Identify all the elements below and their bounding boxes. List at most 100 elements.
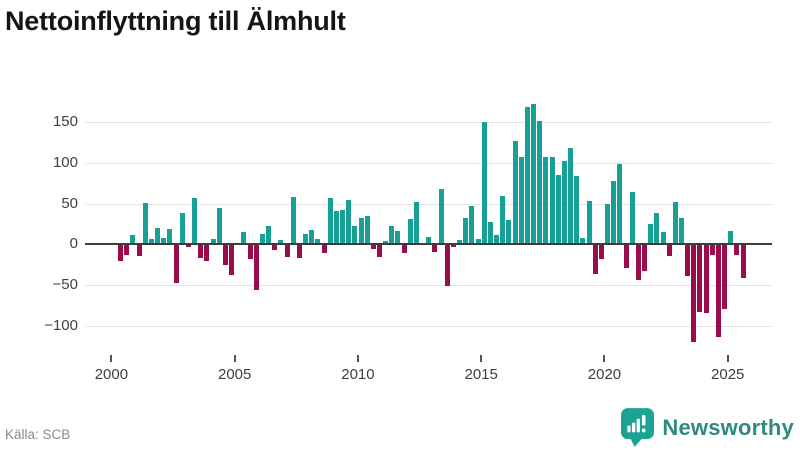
gridline <box>85 163 772 165</box>
bar-q4-2021 <box>648 224 654 245</box>
bar-q2-2006 <box>266 225 272 245</box>
x-axis-tick-label: 2000 <box>94 366 129 383</box>
x-axis-tick-label: 2005 <box>217 366 252 383</box>
bar-q3-2014 <box>469 206 475 245</box>
bar-q2-2010 <box>364 215 370 245</box>
bar-q4-2005 <box>253 244 259 290</box>
bar-q3-2008 <box>321 244 327 254</box>
bar-q2-2015 <box>487 221 493 245</box>
x-axis-tick-label: 2015 <box>464 366 498 383</box>
bar-q4-2003 <box>204 244 210 261</box>
bar-q1-2023 <box>678 217 684 245</box>
bar-q1-2025 <box>728 231 734 245</box>
bar-q4-2017 <box>549 157 555 245</box>
gridline <box>85 203 772 205</box>
bar-q2-2017 <box>537 120 543 245</box>
bar-q3-2023 <box>691 244 697 342</box>
x-axis-tick <box>356 355 359 362</box>
bar-q1-2013 <box>432 244 438 252</box>
bar-q1-2018 <box>555 175 561 245</box>
bar-q2-2020 <box>611 180 617 245</box>
bar-q1-2011 <box>383 241 389 245</box>
chart-title: Nettoinflyttning till Älmhult <box>5 6 346 36</box>
bar-q4-2018 <box>574 176 580 245</box>
x-axis-tick-label: 2020 <box>587 366 622 383</box>
bar-q2-2001 <box>142 202 148 245</box>
bar-q1-2009 <box>333 211 339 245</box>
bar-q1-2006 <box>259 233 265 245</box>
newsworthy-logo-text: Newsworthy <box>662 414 794 440</box>
bar-q3-2007 <box>296 244 302 259</box>
bar-q2-2000 <box>118 244 124 261</box>
bar-q1-2008 <box>309 229 315 245</box>
bar-q1-2002 <box>161 237 167 245</box>
bar-q1-2012 <box>407 219 413 245</box>
bar-q4-2020 <box>623 244 629 268</box>
bar-q3-2024 <box>715 244 721 337</box>
bar-q3-2025 <box>740 244 746 278</box>
newsworthy-logo: Newsworthy <box>621 408 794 447</box>
bar-q4-2019 <box>598 244 604 259</box>
bar-q4-2016 <box>524 107 530 245</box>
bar-q4-2006 <box>278 240 284 245</box>
bar-q2-2012 <box>413 202 419 245</box>
bar-q4-2002 <box>179 212 185 245</box>
bar-q3-2016 <box>518 156 524 245</box>
bar-q3-2017 <box>543 157 549 245</box>
bar-q2-2011 <box>389 226 395 245</box>
bar-q3-2001 <box>148 239 154 245</box>
y-axis-tick-label: 150 <box>52 113 78 131</box>
y-axis-tick-label: −100 <box>44 316 78 334</box>
bar-q3-2013 <box>444 244 450 286</box>
gridline <box>85 122 772 124</box>
bar-q1-2004 <box>210 239 216 245</box>
bar-q2-2002 <box>167 228 173 245</box>
bar-q3-2006 <box>272 244 278 251</box>
gridline <box>85 284 772 286</box>
bar-q4-2013 <box>450 244 456 247</box>
bar-q1-2020 <box>605 203 611 245</box>
bar-q2-2024 <box>709 244 715 255</box>
bar-q1-2016 <box>506 219 512 245</box>
bar-q3-2020 <box>617 163 623 245</box>
bar-q2-2005 <box>241 232 247 245</box>
bar-q2-2016 <box>512 141 518 245</box>
bar-q1-2014 <box>457 240 463 245</box>
x-axis-tick-label: 2025 <box>711 366 745 383</box>
bar-q3-2000 <box>124 244 130 255</box>
bar-q2-2018 <box>561 160 567 245</box>
y-axis-tick-label: 0 <box>69 235 78 253</box>
bar-q1-2010 <box>358 217 364 245</box>
bar-q2-2022 <box>660 232 666 245</box>
bar-q1-2024 <box>703 244 709 314</box>
bar-q4-2008 <box>327 198 333 245</box>
x-axis-tick <box>233 355 236 362</box>
bar-q2-2021 <box>635 244 641 281</box>
bar-q3-2004 <box>222 244 228 266</box>
bar-q1-2021 <box>629 191 635 245</box>
bar-q3-2021 <box>642 244 648 272</box>
bar-q2-2008 <box>315 238 321 245</box>
bar-q1-2015 <box>481 121 487 245</box>
bar-q2-2019 <box>586 201 592 245</box>
bar-q3-2002 <box>173 244 179 283</box>
y-axis-tick-label: −50 <box>52 275 78 293</box>
bar-q3-2015 <box>494 234 500 245</box>
bar-q4-2001 <box>155 228 161 245</box>
bar-q4-2000 <box>130 235 136 245</box>
bar-q2-2003 <box>192 198 198 245</box>
x-axis-tick-label: 2010 <box>341 366 375 383</box>
bar-q2-2007 <box>290 197 296 245</box>
bar-q3-2005 <box>247 244 253 259</box>
bar-q2-2023 <box>685 244 691 277</box>
bar-q1-2003 <box>185 244 191 247</box>
x-axis-tick <box>726 355 729 362</box>
bar-q3-2011 <box>395 231 401 245</box>
bar-q2-2009 <box>340 210 346 245</box>
gridline <box>85 325 772 327</box>
bar-q2-2025 <box>734 244 740 255</box>
bar-q4-2007 <box>303 233 309 245</box>
bar-q2-2013 <box>438 189 444 245</box>
bar-q1-2022 <box>654 212 660 245</box>
bar-q1-2019 <box>580 237 586 245</box>
